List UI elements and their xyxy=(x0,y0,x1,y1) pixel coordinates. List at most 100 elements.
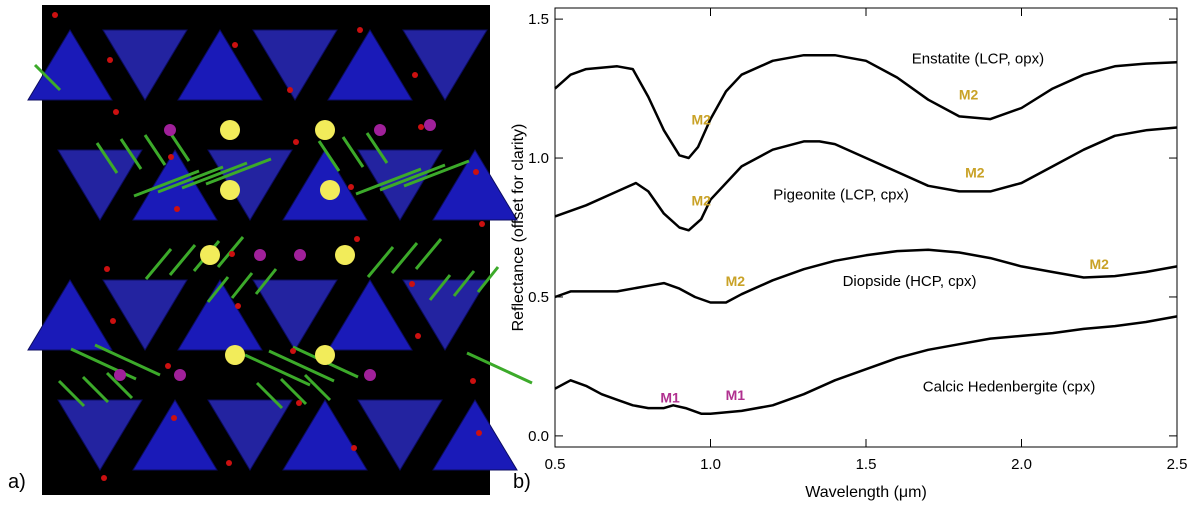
y-tick-label: 1.5 xyxy=(528,11,549,28)
crystal-structure xyxy=(27,12,533,481)
atom-o xyxy=(351,445,357,451)
tetrahedron xyxy=(327,279,413,351)
bond xyxy=(466,351,533,385)
site-label: M2 xyxy=(691,192,711,208)
bond xyxy=(366,246,395,278)
atom-o xyxy=(470,378,476,384)
atom-o xyxy=(357,27,363,33)
atom-o xyxy=(174,206,180,212)
bond xyxy=(476,266,500,293)
x-tick-label: 2.5 xyxy=(1167,456,1188,473)
atom-o xyxy=(107,57,113,63)
atom-o xyxy=(296,400,302,406)
atom-o xyxy=(226,460,232,466)
bond xyxy=(341,136,365,168)
atom-mg xyxy=(254,249,266,261)
bond xyxy=(254,268,278,295)
tetrahedron xyxy=(27,29,113,101)
bond xyxy=(390,242,419,274)
atom-o xyxy=(412,72,418,78)
atom-ca xyxy=(315,345,335,365)
x-axis-label: Wavelength (μm) xyxy=(805,484,927,501)
spectrum-line xyxy=(554,126,1178,232)
atom-o xyxy=(104,266,110,272)
bond xyxy=(57,379,86,408)
spectrum-line xyxy=(554,53,1178,160)
tetrahedron xyxy=(402,29,488,101)
bond xyxy=(403,159,470,188)
tetrahedron xyxy=(252,29,338,101)
atom-o xyxy=(479,221,485,227)
bond xyxy=(33,63,62,92)
tetrahedron xyxy=(177,279,263,351)
series-label: Calcic Hedenbergite (cpx) xyxy=(923,378,1096,395)
atom-o xyxy=(287,87,293,93)
atom-mg xyxy=(174,369,186,381)
atom-o xyxy=(290,348,296,354)
bond xyxy=(143,134,167,166)
bond xyxy=(279,377,308,406)
site-label: M2 xyxy=(959,87,979,103)
bond xyxy=(119,138,143,170)
tetrahedron xyxy=(432,149,518,221)
bond xyxy=(95,142,119,174)
tetrahedron xyxy=(57,399,143,471)
series-label: Enstatite (LCP, opx) xyxy=(912,51,1044,68)
bond xyxy=(105,371,134,400)
tetrahedron xyxy=(357,399,443,471)
bond xyxy=(181,161,248,190)
site-label: M2 xyxy=(1090,256,1110,272)
atom-mg xyxy=(114,369,126,381)
bond xyxy=(205,157,272,186)
atom-o xyxy=(354,236,360,242)
atom-o xyxy=(113,109,119,115)
tetrahedron xyxy=(102,279,188,351)
tetrahedron xyxy=(327,29,413,101)
bond xyxy=(255,381,284,410)
atom-mg xyxy=(164,124,176,136)
bond xyxy=(206,276,230,303)
site-label: M1 xyxy=(726,387,746,403)
x-tick-label: 1.5 xyxy=(856,456,877,473)
y-tick-label: 0.5 xyxy=(528,289,549,306)
series-label: Pigeonite (LCP, cpx) xyxy=(773,187,909,204)
panel-label: b) xyxy=(513,471,531,493)
bond xyxy=(317,140,341,172)
atom-o xyxy=(171,415,177,421)
atom-ca xyxy=(220,120,240,140)
atom-o xyxy=(101,475,107,481)
bond xyxy=(268,349,335,383)
bond xyxy=(365,132,389,164)
atom-mg xyxy=(294,249,306,261)
panel-label: a) xyxy=(8,471,26,493)
atom-ca xyxy=(220,180,240,200)
bond xyxy=(144,248,173,280)
atom-o xyxy=(235,303,241,309)
x-tick-label: 1.0 xyxy=(700,456,721,473)
bond xyxy=(428,274,452,301)
bond xyxy=(355,167,422,196)
bond xyxy=(452,270,476,297)
bond xyxy=(167,130,191,162)
tetrahedron xyxy=(27,279,113,351)
atom-o xyxy=(415,333,421,339)
atom-o xyxy=(110,318,116,324)
atom-ca xyxy=(200,245,220,265)
site-label: M1 xyxy=(660,390,680,406)
atom-o xyxy=(293,139,299,145)
series-label: Diopside (HCP, cpx) xyxy=(843,273,977,290)
bond xyxy=(133,169,200,198)
atom-mg xyxy=(364,369,376,381)
tetrahedron xyxy=(132,399,218,471)
x-tick-label: 0.5 xyxy=(545,456,566,473)
tetrahedron xyxy=(252,279,338,351)
atom-o xyxy=(52,12,58,18)
site-label: M2 xyxy=(691,112,711,128)
spectrum-line xyxy=(554,315,1178,415)
atom-o xyxy=(473,169,479,175)
tetrahedron xyxy=(177,29,263,101)
bond xyxy=(379,163,446,192)
x-tick-label: 2.0 xyxy=(1011,456,1032,473)
bond xyxy=(230,272,254,299)
tetrahedron xyxy=(102,29,188,101)
